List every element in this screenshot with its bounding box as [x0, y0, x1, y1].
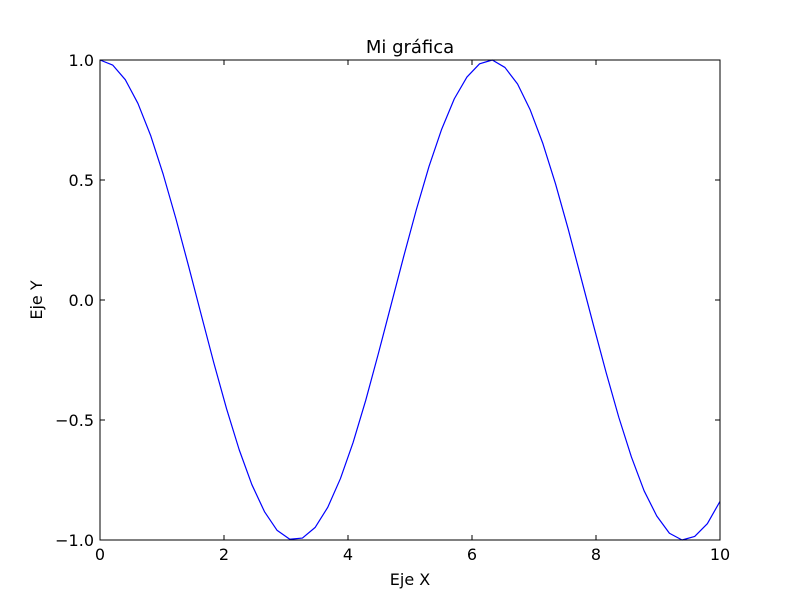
- y-tick-label: 1.0: [69, 51, 94, 70]
- x-tick-label: 6: [467, 545, 477, 564]
- plot-area: [100, 60, 720, 540]
- series-group: [99, 59, 721, 541]
- y-tick-label: 0.0: [69, 291, 94, 310]
- x-tick-label: 0: [95, 545, 105, 564]
- y-tick-label: −0.5: [55, 411, 94, 430]
- x-axis-label: Eje X: [390, 570, 430, 589]
- x-tick-label: 8: [591, 545, 601, 564]
- x-tick-label: 10: [710, 545, 730, 564]
- y-axis-label: Eje Y: [27, 280, 46, 319]
- x-tick-label: 4: [343, 545, 353, 564]
- chart-title: Mi gráfica: [366, 37, 454, 58]
- y-tick-label: −1.0: [55, 531, 94, 550]
- y-tick-label: 0.5: [69, 171, 94, 190]
- plot-frame: [99, 59, 721, 541]
- axis-ticks: 0 2 4 6 8 10 1.0 0.5 0.0 −0.5 −1.0: [55, 51, 730, 564]
- x-tick-label: 2: [219, 545, 229, 564]
- series-line: [99, 59, 721, 541]
